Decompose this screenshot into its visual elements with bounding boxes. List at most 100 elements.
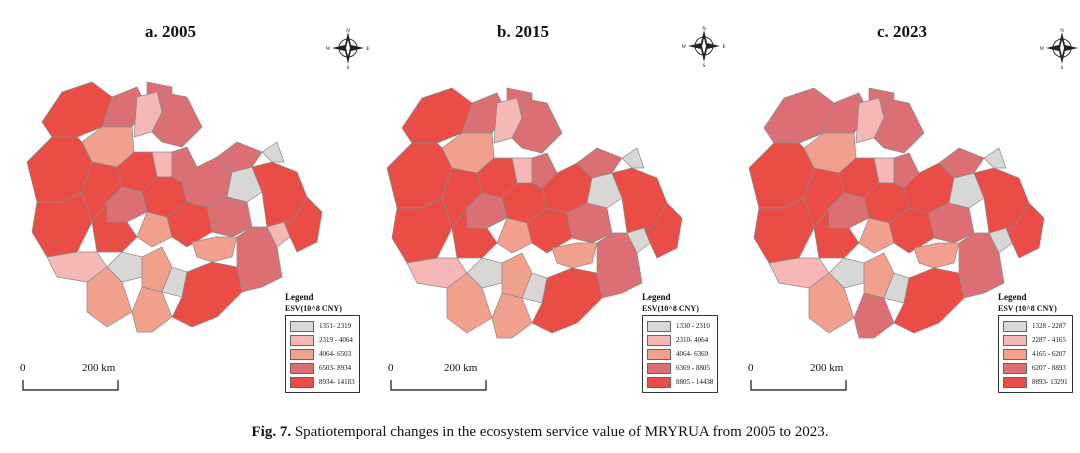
legend-swatch [1003, 362, 1027, 374]
caption-label: Fig. 7. [251, 424, 292, 440]
legend-item: 8893- 13291 [1003, 375, 1068, 389]
map-region [31, 191, 93, 258]
legend-item: 6503- 8934 [290, 361, 355, 375]
scale-label: 200 km [444, 362, 478, 374]
legend-item: 1330 - 2310 [647, 319, 713, 333]
esv-map-2005 [26, 81, 323, 333]
compass-w: W [326, 47, 331, 52]
map-region [283, 196, 323, 253]
compass-rose-icon: N S E W [326, 29, 370, 70]
legend-label: 2287 - 4165 [1032, 336, 1066, 344]
legend-label: 6503- 8934 [319, 364, 352, 372]
legend-swatch [290, 362, 314, 374]
legend: Legend ESV(10^8 CNY) 1351- 2319 2319 - 40… [285, 292, 360, 393]
legend-subtitle: ESV (10^8 CNY) [998, 304, 1057, 313]
legend-subtitle: ESV(10^8 CNY) [285, 304, 342, 313]
compass-w: W [682, 45, 687, 50]
map-region [853, 292, 895, 339]
legend-label: 1351- 2319 [319, 322, 352, 330]
map-region [983, 147, 1007, 169]
scale-zero: 0 [748, 362, 754, 374]
legend-swatch [290, 320, 314, 332]
map-region [236, 226, 283, 293]
map-region [391, 197, 453, 264]
legend-label: 6369 - 8805 [676, 364, 710, 372]
map-region [913, 242, 960, 269]
map-region [1005, 202, 1045, 259]
map-region [491, 292, 533, 339]
legend-item: 8934- 14183 [290, 375, 355, 389]
legend-label: 8805 - 14438 [676, 378, 714, 386]
map-region [643, 202, 683, 259]
map-region [958, 232, 1005, 299]
panel-2015: b. 2015 N S E W Legend ESV(10^8 CNY) 133… [360, 0, 726, 410]
scale-label: 200 km [810, 362, 844, 374]
legend: Legend ESV (10^8 CNY) 1328 - 2287 2287 - … [998, 292, 1073, 393]
legend-label: 1330 - 2310 [676, 322, 710, 330]
map-region [813, 206, 860, 259]
map-region [91, 200, 138, 253]
legend-swatch [290, 376, 314, 388]
legend-item: 4064- 6369 [647, 347, 713, 361]
legend-item: 1351- 2319 [290, 319, 355, 333]
legend-label: 8934- 14183 [319, 378, 355, 386]
map-region [216, 141, 263, 173]
map-region [938, 147, 985, 179]
legend-item: 6369 - 8805 [647, 361, 713, 375]
map-region [496, 217, 533, 254]
legend-box: 1330 - 2310 2310- 4064 4064- 6369 6369 - 88… [642, 315, 719, 393]
scale-bar: 0 200 km [388, 360, 488, 394]
legend-swatch [290, 334, 314, 346]
legend-swatch [647, 376, 671, 388]
legend-title: Legend [642, 292, 671, 302]
legend-swatch [647, 334, 671, 346]
legend-swatch [647, 348, 671, 360]
legend-swatch [290, 348, 314, 360]
legend-box: 1328 - 2287 2287 - 4165 4165 - 6207 6207 - … [998, 315, 1073, 393]
legend-item: 1328 - 2287 [1003, 319, 1068, 333]
map-region [858, 217, 895, 254]
legend-item: 2310- 4064 [647, 333, 713, 347]
legend-label: 1328 - 2287 [1032, 322, 1066, 330]
legend-label: 6207 - 8893 [1032, 364, 1066, 372]
legend-title: Legend [998, 292, 1027, 302]
legend-label: 2310- 4064 [676, 336, 709, 344]
legend-label: 4165 - 6207 [1032, 350, 1066, 358]
esv-map-2023 [748, 87, 1045, 339]
compass-n: N [702, 27, 706, 32]
legend-item: 2287 - 4165 [1003, 333, 1068, 347]
legend-swatch [1003, 320, 1027, 332]
scale-label: 200 km [82, 362, 116, 374]
legend-label: 2319 - 4064 [319, 336, 353, 344]
panel-title: a. 2005 [145, 22, 196, 41]
compass-e: E [722, 45, 725, 50]
compass-w: W [1040, 47, 1045, 52]
map-region [511, 97, 563, 154]
legend-item: 4064- 6503 [290, 347, 355, 361]
map-region [136, 211, 173, 248]
compass-s: S [1061, 66, 1064, 70]
legend-item: 6207 - 8893 [1003, 361, 1068, 375]
legend-swatch [1003, 376, 1027, 388]
compass-s: S [703, 64, 706, 68]
map-region [873, 97, 925, 154]
legend-subtitle: ESV(10^8 CNY) [642, 304, 699, 313]
panel-title: c. 2023 [877, 22, 928, 41]
legend-swatch [1003, 348, 1027, 360]
legend-label: 8893- 13291 [1032, 378, 1068, 386]
legend-swatch [647, 320, 671, 332]
legend-item: 2319 - 4064 [290, 333, 355, 347]
compass-n: N [1060, 29, 1064, 34]
figure-caption: Fig. 7. Spatiotemporal changes in the ec… [0, 424, 1080, 441]
caption-text: Spatiotemporal changes in the ecosystem … [294, 424, 829, 440]
legend-label: 4064- 6503 [319, 350, 352, 358]
legend-swatch [647, 362, 671, 374]
legend-item: 8805 - 14438 [647, 375, 713, 389]
map-region [596, 232, 643, 299]
map-region [131, 286, 173, 333]
map-region [451, 206, 498, 259]
legend-item: 4165 - 6207 [1003, 347, 1068, 361]
legend: Legend ESV(10^8 CNY) 1330 - 2310 2310- 40… [642, 292, 719, 393]
map-region [191, 236, 238, 263]
map-region [576, 147, 623, 179]
